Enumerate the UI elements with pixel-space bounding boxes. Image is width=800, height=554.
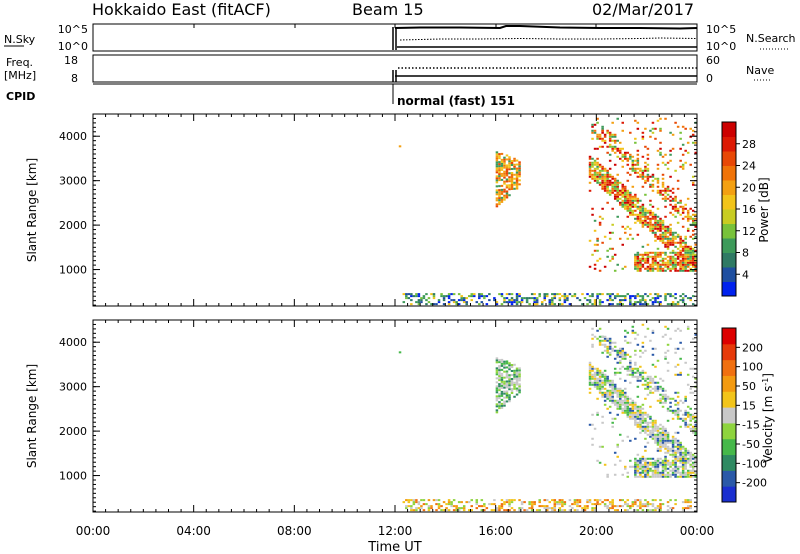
freq-panel: Freq. [MHz] 18 8 60 0 Nave bbox=[4, 54, 774, 85]
velocity-echo-pixels bbox=[398, 323, 697, 512]
colorbar-swatch bbox=[722, 359, 736, 376]
noise-panel: N.Sky 10^5 10^0 10^5 10^0 N.Search bbox=[4, 23, 796, 53]
velocity-panel: 4000 3000 2000 1000 Slant Range [km] 200 100… bbox=[25, 319, 776, 513]
noise-ticks bbox=[92, 24, 597, 28]
colorbar-tick-label: 12 bbox=[742, 225, 756, 238]
noise-right-tick-top: 10^5 bbox=[706, 23, 736, 36]
velocity-colorbar: 200 100 50 15 -15 -50 -100 -200 bbox=[721, 327, 767, 503]
freq-left-tick-bottom: 8 bbox=[71, 72, 78, 85]
noise-sky-trace bbox=[394, 25, 698, 30]
colorbar-tick-label: -15 bbox=[742, 419, 760, 432]
ytick-label: 1000 bbox=[59, 264, 87, 277]
noise-left-tick-bottom: 10^0 bbox=[58, 40, 88, 53]
power-echo-pixels bbox=[398, 117, 697, 306]
time-tick-label: 00:00 bbox=[680, 524, 715, 538]
colorbar-tick-label: 24 bbox=[742, 160, 756, 173]
colorbar-swatch bbox=[722, 194, 736, 210]
colorbar-swatch bbox=[722, 422, 736, 440]
power-colorbar: 28 24 20 16 12 8 4 bbox=[721, 121, 756, 297]
station-title: Hokkaido East (fitACF) bbox=[92, 0, 271, 19]
ytick-label: 2000 bbox=[59, 219, 87, 232]
beam-title: Beam 15 bbox=[352, 0, 424, 19]
colorbar-swatch bbox=[722, 438, 736, 456]
time-tick-label: 20:00 bbox=[579, 524, 614, 538]
nave-right-label: Nave bbox=[746, 64, 774, 77]
colorbar-swatch bbox=[722, 180, 736, 195]
colorbar-swatch bbox=[722, 151, 736, 166]
colorbar-tick-label: 15 bbox=[742, 399, 756, 412]
colorbar-swatch bbox=[722, 470, 736, 487]
velocity-colorbar-label: Velocity [m s-1] bbox=[761, 373, 776, 463]
colorbar-tick-label: 4 bbox=[742, 268, 749, 281]
date-title: 02/Mar/2017 bbox=[592, 0, 694, 19]
colorbar-swatch bbox=[722, 252, 736, 268]
colorbar-tick-label: -50 bbox=[742, 438, 760, 451]
ytick-label: 3000 bbox=[59, 381, 87, 394]
colorbar-tick-label: 20 bbox=[742, 181, 756, 194]
colorbar-swatch bbox=[722, 209, 736, 224]
colorbar-tick-label: 16 bbox=[742, 203, 756, 216]
colorbar-tick-label: 50 bbox=[742, 380, 756, 393]
time-tick-label: 04:00 bbox=[176, 524, 211, 538]
colorbar-tick-label: 28 bbox=[742, 138, 756, 151]
freq-left-label-top: Freq. bbox=[6, 56, 33, 69]
colorbar-swatch bbox=[722, 281, 736, 297]
noise-left-tick-top: 10^5 bbox=[58, 23, 88, 36]
colorbar-tick-label: 200 bbox=[742, 341, 763, 354]
ytick-label: 2000 bbox=[59, 425, 87, 438]
colorbar-swatch bbox=[722, 165, 736, 181]
time-axis: 00:00 04:00 08:00 12:00 16:00 20:00 00:00 bbox=[76, 524, 715, 538]
freq-right-tick-top: 60 bbox=[706, 54, 720, 67]
power-panel: 4000 3000 2000 1000 Slant Range [km] 28 24 20… bbox=[25, 113, 771, 307]
freq-left-label-bottom: [MHz] bbox=[4, 69, 36, 82]
ytick-label: 4000 bbox=[59, 336, 87, 349]
time-tick-label: 00:00 bbox=[76, 524, 111, 538]
colorbar-swatch bbox=[722, 391, 736, 408]
colorbar-tick-label: -100 bbox=[742, 457, 767, 470]
colorbar-tick-label: 100 bbox=[742, 361, 763, 374]
colorbar-swatch bbox=[722, 328, 736, 345]
colorbar-swatch bbox=[722, 122, 736, 137]
noise-search-trace bbox=[399, 37, 698, 41]
cpid-mode-text: normal (fast) 151 bbox=[397, 94, 515, 108]
cpid-label: CPID bbox=[6, 90, 35, 103]
ytick-label: 4000 bbox=[59, 130, 87, 143]
colorbar-swatch bbox=[722, 136, 736, 152]
colorbar-swatch bbox=[722, 454, 736, 471]
colorbar-swatch bbox=[722, 267, 736, 282]
colorbar-swatch bbox=[722, 486, 736, 503]
noise-right-tick-bottom: 10^0 bbox=[706, 40, 736, 53]
ytick-label: 3000 bbox=[59, 175, 87, 188]
power-ylabel: Slant Range [km] bbox=[25, 158, 39, 262]
freq-right-tick-bottom: 0 bbox=[706, 72, 713, 85]
freq-left-tick-top: 18 bbox=[64, 54, 78, 67]
colorbar-swatch bbox=[722, 223, 736, 239]
time-tick-label: 16:00 bbox=[478, 524, 513, 538]
noise-sky-start-bar bbox=[392, 27, 397, 50]
time-tick-label: 08:00 bbox=[277, 524, 312, 538]
time-tick-label: 12:00 bbox=[378, 524, 413, 538]
colorbar-tick-label: 8 bbox=[742, 247, 749, 260]
colorbar-swatch bbox=[722, 375, 736, 392]
time-axis-label: Time UT bbox=[367, 540, 421, 554]
colorbar-swatch bbox=[722, 343, 736, 361]
noise-right-label: N.Search bbox=[746, 32, 796, 45]
velocity-ylabel: Slant Range [km] bbox=[25, 364, 39, 468]
ytick-label: 1000 bbox=[59, 470, 87, 483]
colorbar-tick-label: -200 bbox=[742, 477, 767, 490]
colorbar-swatch bbox=[722, 238, 736, 253]
power-colorbar-label: Power [dB] bbox=[757, 177, 771, 242]
colorbar-swatch bbox=[722, 407, 736, 424]
noise-left-label: N.Sky bbox=[4, 33, 36, 46]
